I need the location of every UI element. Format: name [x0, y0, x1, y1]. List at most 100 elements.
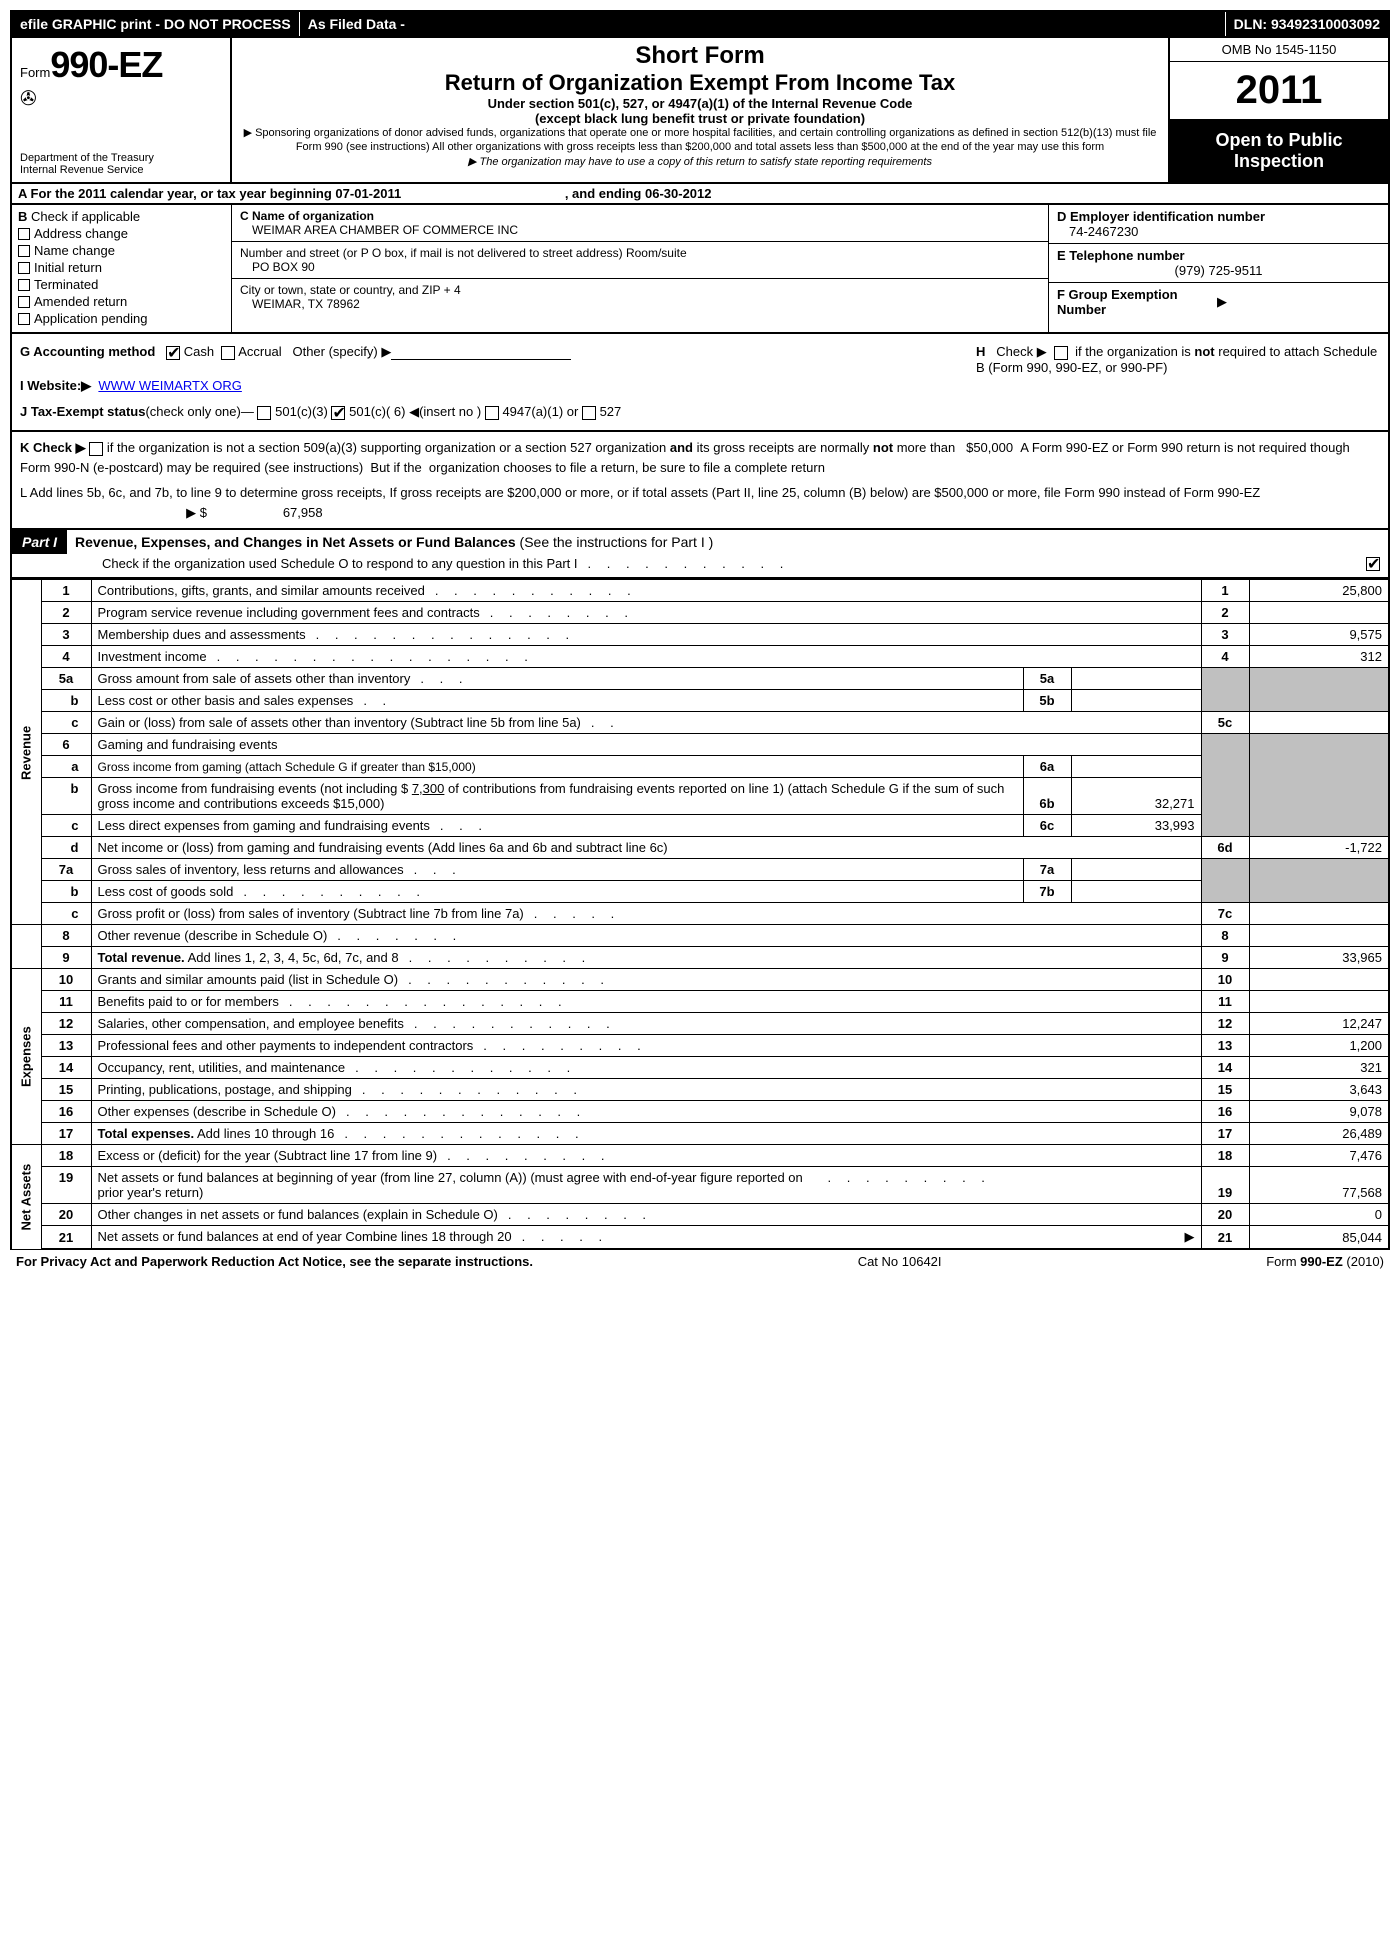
checkbox-icon: [18, 313, 30, 325]
form-number: 990-EZ: [50, 44, 162, 85]
checkbox-icon: [18, 279, 30, 291]
table-row: Net Assets 18 Excess or (deficit) for th…: [11, 1145, 1389, 1167]
dln-label: DLN: 93492310003092: [1226, 12, 1388, 36]
k-label: K Check ▶: [20, 440, 86, 455]
table-row: a Gross income from gaming (attach Sched…: [11, 756, 1389, 778]
revenue-side-label: Revenue: [11, 580, 41, 925]
table-row: 16 Other expenses (describe in Schedule …: [11, 1101, 1389, 1123]
header-left: Form990-EZ ✇ Department of the Treasury …: [12, 38, 232, 182]
checkbox-icon: [18, 245, 30, 257]
check-cash[interactable]: [166, 346, 180, 360]
check-schedule-b[interactable]: [1054, 346, 1068, 360]
asfiled-label: As Filed Data -: [300, 12, 1226, 36]
irs-eagle-icon: ✇: [20, 86, 222, 111]
table-row: 7a Gross sales of inventory, less return…: [11, 859, 1389, 881]
website-link[interactable]: WWW WEIMARTX ORG: [98, 378, 241, 393]
org-city-row: City or town, state or country, and ZIP …: [232, 279, 1048, 315]
table-row: 3 Membership dues and assessments. . . .…: [11, 624, 1389, 646]
f-arrow-icon: ▶: [1217, 294, 1227, 310]
b-check-if: Check if applicable: [31, 209, 140, 224]
org-name-row: C Name of organization WEIMAR AREA CHAMB…: [232, 205, 1048, 242]
d-row: D Employer identification number 74-2467…: [1049, 205, 1388, 244]
header-center: Short Form Return of Organization Exempt…: [232, 38, 1168, 182]
h-row: H Check ▶ if the organization is not req…: [968, 334, 1388, 430]
table-row: 5a Gross amount from sale of assets othe…: [11, 668, 1389, 690]
netassets-side-label: Net Assets: [11, 1145, 41, 1250]
j-label: J Tax-Exempt status: [20, 404, 145, 419]
check-501c[interactable]: [331, 406, 345, 420]
b-label: B: [18, 209, 27, 224]
check-amended[interactable]: Amended return: [18, 294, 225, 309]
info-block: B Check if applicable Address change Nam…: [10, 205, 1390, 334]
table-row: b Gross income from fundraising events (…: [11, 778, 1389, 815]
table-row: 9 Total revenue. Add lines 1, 2, 3, 4, 5…: [11, 947, 1389, 969]
section-c: C Name of organization WEIMAR AREA CHAMB…: [232, 205, 1048, 332]
header-block: Form990-EZ ✇ Department of the Treasury …: [10, 38, 1390, 184]
check-k[interactable]: [89, 442, 103, 456]
check-501c3[interactable]: [257, 406, 271, 420]
g-row: G Accounting method Cash Accrual Other (…: [20, 344, 960, 360]
footer-mid: Cat No 10642I: [858, 1254, 942, 1269]
table-row: 14 Occupancy, rent, utilities, and maint…: [11, 1057, 1389, 1079]
section-ghij: G Accounting method Cash Accrual Other (…: [10, 334, 1390, 432]
checkbox-icon: [18, 228, 30, 240]
table-row: Expenses 10 Grants and similar amounts p…: [11, 969, 1389, 991]
table-row: b Less cost of goods sold. . . . . . . .…: [11, 881, 1389, 903]
table-row: c Gain or (loss) from sale of assets oth…: [11, 712, 1389, 734]
tax-year-begin: 07-01-2011: [335, 186, 401, 201]
table-row: 20 Other changes in net assets or fund b…: [11, 1204, 1389, 1226]
fine-print-2: ▶ The organization may have to use a cop…: [242, 155, 1158, 169]
form-page: efile GRAPHIC print - DO NOT PROCESS As …: [0, 0, 1400, 1283]
section-kl: K Check ▶ if the organization is not a s…: [10, 432, 1390, 530]
fine-print-1: ▶ Sponsoring organizations of donor advi…: [242, 126, 1158, 155]
check-4947[interactable]: [485, 406, 499, 420]
g-left: G Accounting method Cash Accrual Other (…: [12, 334, 968, 430]
row-a-text: A For the 2011 calendar year, or tax yea…: [18, 186, 335, 201]
table-row: 12 Salaries, other compensation, and emp…: [11, 1013, 1389, 1035]
l-row: L Add lines 5b, 6c, and 7b, to line 9 to…: [20, 483, 1380, 522]
ein: 74-2467230: [1057, 224, 1380, 239]
part1-title: Revenue, Expenses, and Changes in Net As…: [67, 530, 1388, 554]
org-city: WEIMAR, TX 78962: [240, 297, 1040, 311]
short-form-label: Short Form: [242, 42, 1158, 70]
h-label: H: [976, 344, 985, 359]
org-name: WEIMAR AREA CHAMBER OF COMMERCE INC: [240, 223, 1040, 237]
check-527[interactable]: [582, 406, 596, 420]
row-a-mid: , and ending: [561, 186, 645, 201]
sched-o-text: Check if the organization used Schedule …: [102, 556, 578, 571]
open-public-label: Open to Public Inspection: [1170, 120, 1388, 182]
f-label: F Group Exemption Number: [1057, 287, 1197, 317]
check-initial-return[interactable]: Initial return: [18, 260, 225, 275]
table-row: Revenue 1 Contributions, gifts, grants, …: [11, 580, 1389, 602]
telephone: (979) 725-9511: [1057, 263, 1380, 278]
efile-label: efile GRAPHIC print - DO NOT PROCESS: [12, 12, 300, 36]
f-row: F Group Exemption Number ▶: [1049, 283, 1388, 321]
e-row: E Telephone number (979) 725-9511: [1049, 244, 1388, 283]
checkbox-icon: [18, 262, 30, 274]
footer-left: For Privacy Act and Paperwork Reduction …: [16, 1254, 533, 1269]
c-city-label: City or town, state or country, and ZIP …: [240, 283, 1040, 297]
e-label: E Telephone number: [1057, 248, 1380, 263]
omb-number: OMB No 1545-1150: [1170, 38, 1388, 62]
check-sched-o[interactable]: [1366, 557, 1380, 571]
table-row: 19 Net assets or fund balances at beginn…: [11, 1167, 1389, 1204]
k-body: if the organization is not a section 509…: [20, 440, 1350, 475]
part1-header-row: Part I Revenue, Expenses, and Changes in…: [10, 530, 1390, 579]
check-terminated[interactable]: Terminated: [18, 277, 225, 292]
table-row: b Less cost or other basis and sales exp…: [11, 690, 1389, 712]
table-row: 21 Net assets or fund balances at end of…: [11, 1226, 1389, 1250]
d-label: D Employer identification number: [1057, 209, 1380, 224]
other-specify-line: [391, 346, 571, 360]
check-app-pending[interactable]: Application pending: [18, 311, 225, 326]
section-b: B Check if applicable Address change Nam…: [12, 205, 232, 332]
dots: . . . . . . . . . . .: [578, 556, 1366, 571]
check-accrual[interactable]: [221, 346, 235, 360]
expenses-side-label: Expenses: [11, 969, 41, 1145]
check-name-change[interactable]: Name change: [18, 243, 225, 258]
check-address-change[interactable]: Address change: [18, 226, 225, 241]
table-row: 4 Investment income. . . . . . . . . . .…: [11, 646, 1389, 668]
i-label: I Website:▶: [20, 378, 91, 393]
return-title: Return of Organization Exempt From Incom…: [242, 70, 1158, 96]
table-row: c Less direct expenses from gaming and f…: [11, 815, 1389, 837]
checkbox-icon: [18, 296, 30, 308]
